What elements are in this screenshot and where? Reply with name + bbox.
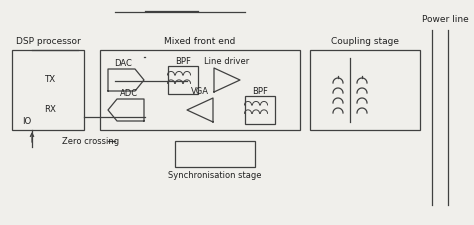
Bar — [12, 50, 84, 130]
Text: RX: RX — [44, 106, 56, 115]
Bar — [168, 66, 198, 94]
Bar — [100, 50, 300, 130]
Bar — [245, 96, 275, 124]
Text: Power line: Power line — [422, 16, 468, 25]
Text: Zero crossing: Zero crossing — [62, 137, 119, 146]
Text: BPF: BPF — [252, 86, 268, 95]
Bar — [175, 141, 255, 167]
Text: Mixed front end: Mixed front end — [164, 38, 236, 47]
Text: BPF: BPF — [175, 56, 191, 65]
Text: ADC: ADC — [120, 90, 138, 99]
Text: IO: IO — [22, 117, 31, 126]
Text: Coupling stage: Coupling stage — [331, 38, 399, 47]
Text: Synchronisation stage: Synchronisation stage — [168, 171, 262, 180]
Bar — [310, 50, 420, 130]
Text: DAC: DAC — [114, 59, 132, 68]
Text: Line driver: Line driver — [204, 58, 250, 67]
Text: DSP processor: DSP processor — [16, 38, 81, 47]
Text: TX: TX — [45, 76, 56, 85]
Text: VGA: VGA — [191, 88, 209, 97]
